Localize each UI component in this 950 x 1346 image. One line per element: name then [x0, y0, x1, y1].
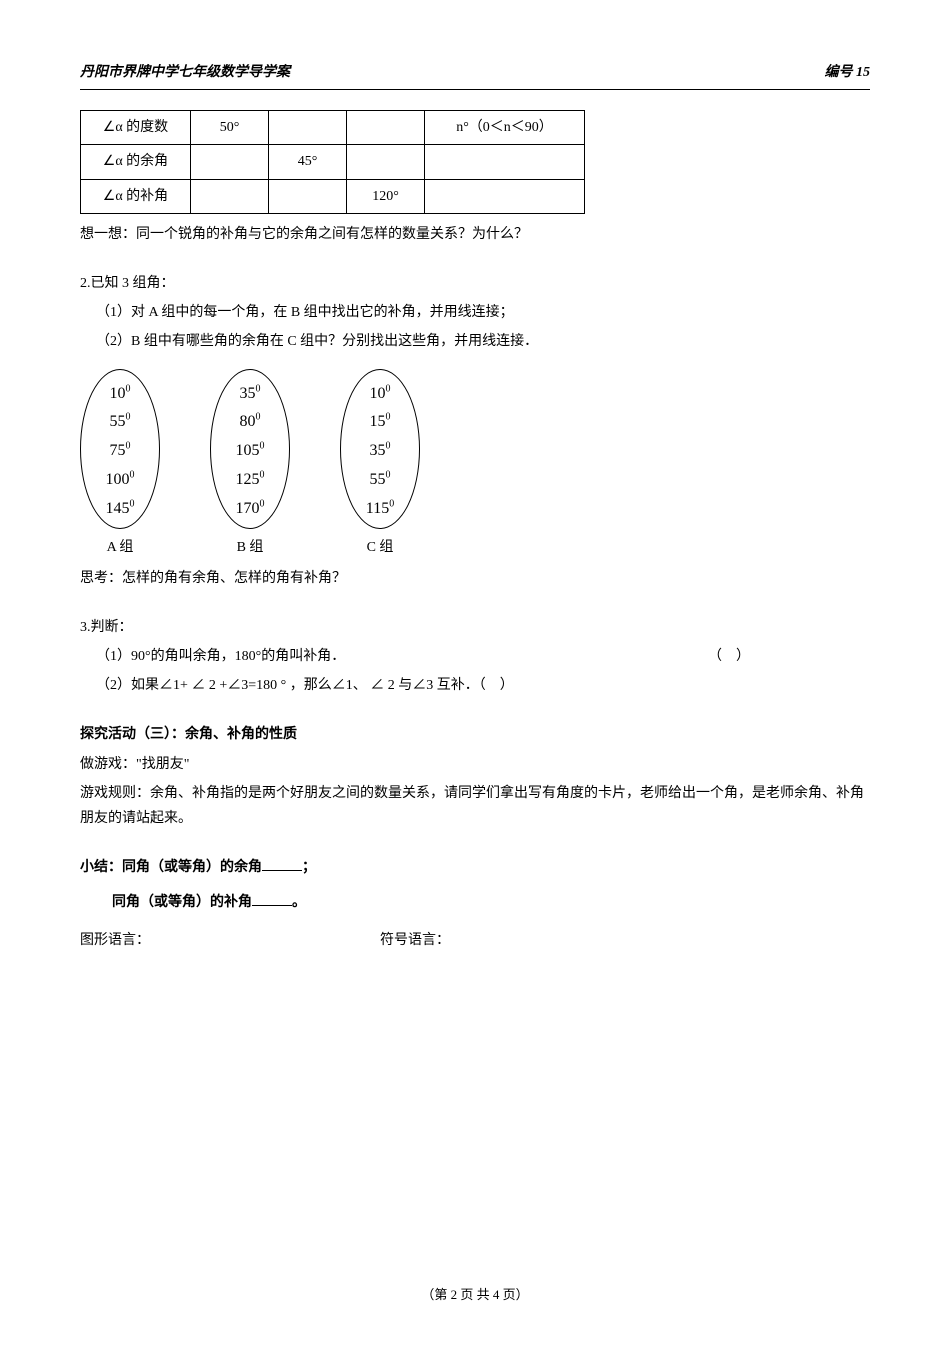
cell: 45°: [269, 145, 347, 179]
oval-b: 350 800 1050 1250 1700: [210, 369, 290, 529]
angle-item: 100: [370, 380, 391, 409]
cell: n°（0＜n＜90）: [425, 111, 585, 145]
group-c: 100 150 350 550 1150 C 组: [340, 369, 420, 560]
question-3: 3.判断： （1）90°的角叫余角，180°的角叫补角． （ ） （2）如果∠1…: [80, 615, 870, 699]
explore-section: 探究活动（三）：余角、补角的性质 做游戏："找朋友" 游戏规则：余角、补角指的是…: [80, 722, 870, 831]
summary-line2: 同角（或等角）的补角 。: [80, 890, 870, 915]
header-left: 丹阳市界牌中学七年级数学导学案: [80, 60, 290, 85]
q3-title: 3.判断：: [80, 615, 870, 640]
cell: [191, 179, 269, 213]
angle-item: 750: [110, 437, 131, 466]
paren-blank: （ ）: [708, 644, 750, 669]
symbol-language-label: 符号语言：: [380, 928, 450, 953]
explore-title: 探究活动（三）：余角、补角的性质: [80, 722, 870, 747]
table-row: ∠α 的度数 50° n°（0＜n＜90）: [81, 111, 585, 145]
summary-line1a: 小结：同角（或等角）的余角: [80, 860, 262, 875]
oval-a: 100 550 750 1000 1450: [80, 369, 160, 529]
page-header: 丹阳市界牌中学七年级数学导学案 编号 15: [80, 60, 870, 90]
cell: [425, 179, 585, 213]
cell: [269, 111, 347, 145]
explore-line2: 游戏规则：余角、补角指的是两个好朋友之间的数量关系，请同学们拿出写有角度的卡片，…: [80, 781, 870, 831]
angle-item: 1700: [236, 495, 265, 524]
cell: 50°: [191, 111, 269, 145]
summary-line2b: 。: [292, 895, 306, 910]
summary-line2a: 同角（或等角）的补角: [112, 895, 252, 910]
cell: 120°: [347, 179, 425, 213]
cell-label: ∠α 的余角: [81, 145, 191, 179]
angle-table: ∠α 的度数 50° n°（0＜n＜90） ∠α 的余角 45° ∠α 的补角 …: [80, 110, 585, 214]
explore-line1: 做游戏："找朋友": [80, 752, 870, 777]
cell: [269, 179, 347, 213]
cell: [191, 145, 269, 179]
group-a-label: A 组: [107, 535, 134, 560]
group-c-label: C 组: [367, 535, 394, 560]
angle-item: 1150: [366, 495, 394, 524]
page-footer: （第 2 页 共 4 页）: [0, 1283, 950, 1306]
angle-item: 1450: [106, 495, 135, 524]
graphic-language-label: 图形语言：: [80, 928, 380, 953]
angle-groups: 100 550 750 1000 1450 A 组 350 800 1050 1…: [80, 369, 870, 560]
angle-item: 1000: [106, 466, 135, 495]
q3-line1: （1）90°的角叫余角，180°的角叫补角． （ ）: [80, 644, 870, 669]
summary-line1b: ；: [302, 860, 316, 875]
angle-item: 1250: [236, 466, 265, 495]
group-b-label: B 组: [237, 535, 264, 560]
angle-item: 800: [240, 408, 261, 437]
think2-prompt: 思考：怎样的角有余角、怎样的角有补角？: [80, 566, 870, 591]
language-section: 图形语言： 符号语言：: [80, 928, 870, 953]
q2-line1: （1）对 A 组中的每一个角，在 B 组中找出它的补角，并用线连接；: [80, 300, 870, 325]
angle-item: 550: [110, 408, 131, 437]
q2-title: 2.已知 3 组角：: [80, 271, 870, 296]
angle-item: 350: [240, 380, 261, 409]
question-2: 2.已知 3 组角： （1）对 A 组中的每一个角，在 B 组中找出它的补角，并…: [80, 271, 870, 355]
angle-item: 350: [370, 437, 391, 466]
q2-line2: （2）B 组中有哪些角的余角在 C 组中？分别找出这些角，并用线连接．: [80, 329, 870, 354]
cell: [347, 145, 425, 179]
header-right: 编号 15: [825, 60, 871, 85]
group-a: 100 550 750 1000 1450 A 组: [80, 369, 160, 560]
blank-fill[interactable]: [252, 892, 292, 906]
summary-section: 小结：同角（或等角）的余角 ； 同角（或等角）的补角 。: [80, 855, 870, 915]
cell: [347, 111, 425, 145]
oval-c: 100 150 350 550 1150: [340, 369, 420, 529]
cell-label: ∠α 的补角: [81, 179, 191, 213]
cell-label: ∠α 的度数: [81, 111, 191, 145]
angle-item: 1050: [236, 437, 265, 466]
cell: [425, 145, 585, 179]
table-row: ∠α 的补角 120°: [81, 179, 585, 213]
think-prompt: 想一想：同一个锐角的补角与它的余角之间有怎样的数量关系？为什么？: [80, 222, 870, 247]
q3-line1-text: （1）90°的角叫余角，180°的角叫补角．: [96, 649, 345, 664]
angle-item: 550: [370, 466, 391, 495]
blank-fill[interactable]: [262, 857, 302, 871]
summary-line1: 小结：同角（或等角）的余角 ；: [80, 855, 870, 880]
group-b: 350 800 1050 1250 1700 B 组: [210, 369, 290, 560]
table-row: ∠α 的余角 45°: [81, 145, 585, 179]
q3-line2: （2）如果∠1+ ∠ 2 +∠3=180 ° ，那么∠1、 ∠ 2 与∠3 互补…: [80, 673, 870, 698]
angle-item: 150: [370, 408, 391, 437]
angle-item: 100: [110, 380, 131, 409]
